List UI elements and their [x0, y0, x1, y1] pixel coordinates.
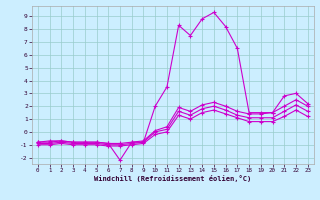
X-axis label: Windchill (Refroidissement éolien,°C): Windchill (Refroidissement éolien,°C)	[94, 175, 252, 182]
